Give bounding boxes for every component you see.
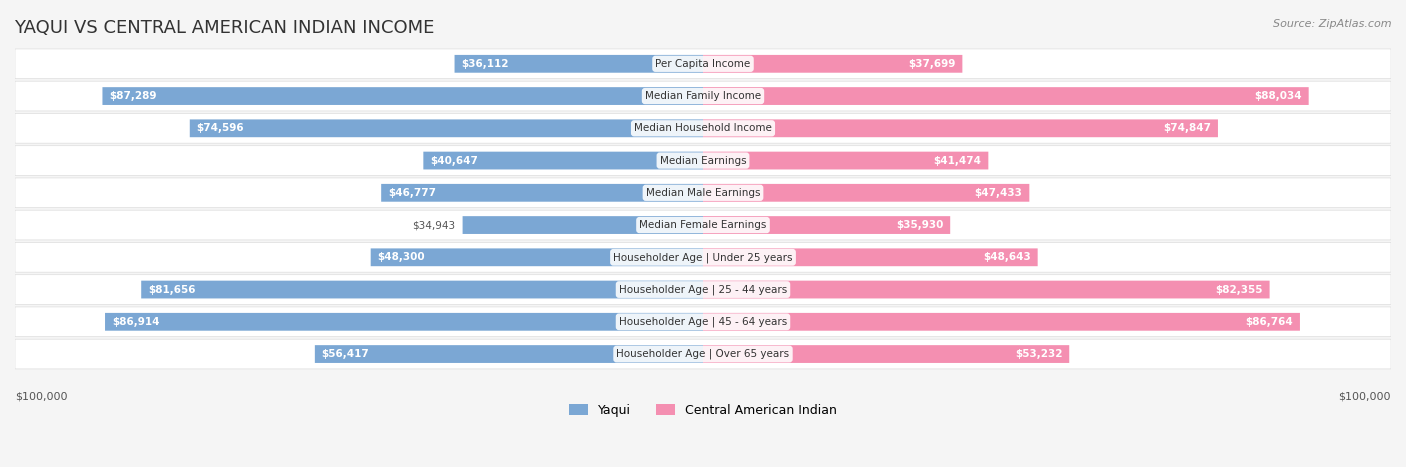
Text: $46,777: $46,777 <box>388 188 436 198</box>
Text: Median Household Income: Median Household Income <box>634 123 772 133</box>
FancyBboxPatch shape <box>703 345 1069 363</box>
Text: $74,596: $74,596 <box>197 123 245 133</box>
FancyBboxPatch shape <box>703 313 1301 331</box>
FancyBboxPatch shape <box>15 242 1391 272</box>
FancyBboxPatch shape <box>371 248 703 266</box>
FancyBboxPatch shape <box>15 49 1391 78</box>
Text: $35,930: $35,930 <box>896 220 943 230</box>
FancyBboxPatch shape <box>703 120 1218 137</box>
Text: Householder Age | 25 - 44 years: Householder Age | 25 - 44 years <box>619 284 787 295</box>
FancyBboxPatch shape <box>15 307 1391 337</box>
FancyBboxPatch shape <box>103 87 703 105</box>
Text: Per Capita Income: Per Capita Income <box>655 59 751 69</box>
Text: $34,943: $34,943 <box>412 220 456 230</box>
FancyBboxPatch shape <box>15 146 1391 176</box>
FancyBboxPatch shape <box>315 345 703 363</box>
Text: $86,764: $86,764 <box>1246 317 1294 327</box>
FancyBboxPatch shape <box>454 55 703 73</box>
Text: YAQUI VS CENTRAL AMERICAN INDIAN INCOME: YAQUI VS CENTRAL AMERICAN INDIAN INCOME <box>14 19 434 37</box>
FancyBboxPatch shape <box>381 184 703 202</box>
FancyBboxPatch shape <box>703 152 988 170</box>
Text: $40,647: $40,647 <box>430 156 478 166</box>
FancyBboxPatch shape <box>15 339 1391 369</box>
FancyBboxPatch shape <box>703 216 950 234</box>
Text: $48,300: $48,300 <box>378 252 425 262</box>
FancyBboxPatch shape <box>15 275 1391 304</box>
Text: Householder Age | Over 65 years: Householder Age | Over 65 years <box>616 349 790 359</box>
Text: Householder Age | 45 - 64 years: Householder Age | 45 - 64 years <box>619 317 787 327</box>
Text: Median Earnings: Median Earnings <box>659 156 747 166</box>
FancyBboxPatch shape <box>703 55 962 73</box>
Text: Householder Age | Under 25 years: Householder Age | Under 25 years <box>613 252 793 262</box>
FancyBboxPatch shape <box>15 81 1391 111</box>
Text: $87,289: $87,289 <box>110 91 157 101</box>
Text: $37,699: $37,699 <box>908 59 956 69</box>
FancyBboxPatch shape <box>703 184 1029 202</box>
Text: Median Family Income: Median Family Income <box>645 91 761 101</box>
FancyBboxPatch shape <box>190 120 703 137</box>
FancyBboxPatch shape <box>105 313 703 331</box>
Text: $48,643: $48,643 <box>983 252 1031 262</box>
FancyBboxPatch shape <box>15 178 1391 208</box>
FancyBboxPatch shape <box>15 113 1391 143</box>
Text: Median Female Earnings: Median Female Earnings <box>640 220 766 230</box>
Text: $81,656: $81,656 <box>148 284 195 295</box>
Text: $86,914: $86,914 <box>112 317 159 327</box>
Text: $74,847: $74,847 <box>1163 123 1211 133</box>
Text: $56,417: $56,417 <box>322 349 370 359</box>
FancyBboxPatch shape <box>141 281 703 298</box>
Text: $88,034: $88,034 <box>1254 91 1302 101</box>
FancyBboxPatch shape <box>703 248 1038 266</box>
FancyBboxPatch shape <box>15 210 1391 240</box>
Text: $100,000: $100,000 <box>15 391 67 401</box>
Legend: Yaqui, Central American Indian: Yaqui, Central American Indian <box>564 399 842 422</box>
Text: $36,112: $36,112 <box>461 59 509 69</box>
FancyBboxPatch shape <box>423 152 703 170</box>
Text: Median Male Earnings: Median Male Earnings <box>645 188 761 198</box>
Text: $47,433: $47,433 <box>974 188 1022 198</box>
Text: $82,355: $82,355 <box>1215 284 1263 295</box>
Text: Source: ZipAtlas.com: Source: ZipAtlas.com <box>1274 19 1392 28</box>
Text: $100,000: $100,000 <box>1339 391 1391 401</box>
FancyBboxPatch shape <box>463 216 703 234</box>
FancyBboxPatch shape <box>703 87 1309 105</box>
Text: $53,232: $53,232 <box>1015 349 1063 359</box>
FancyBboxPatch shape <box>703 281 1270 298</box>
Text: $41,474: $41,474 <box>934 156 981 166</box>
